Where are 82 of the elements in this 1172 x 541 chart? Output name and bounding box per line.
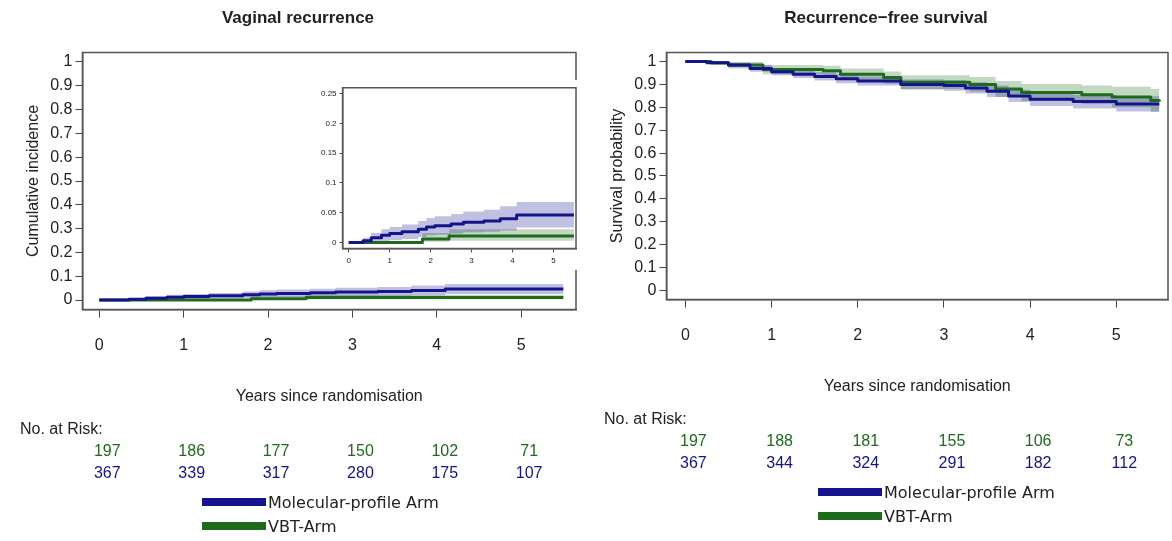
text: 324: [852, 454, 880, 472]
text: 175: [431, 464, 459, 482]
y-tick-label: 0.9: [634, 74, 657, 92]
y-tick-label: 0.8: [50, 99, 73, 117]
legend-label: VBT-Arm: [268, 516, 337, 536]
text: 182: [1024, 454, 1052, 472]
y-tick-label: 0.9: [50, 76, 73, 94]
text: 344: [766, 454, 794, 472]
x-tick-label: 3: [469, 256, 475, 266]
y-tick-label: 1: [647, 51, 657, 69]
text: 367: [680, 454, 707, 472]
x-tick-label: 2: [428, 256, 434, 266]
x-axis-title: Years since randomisation: [235, 386, 423, 404]
text: 317: [262, 464, 290, 482]
y-tick-label: 0.7: [50, 123, 73, 141]
y-tick-label: 1: [63, 52, 73, 70]
y-tick-label: 0.6: [50, 147, 73, 165]
y-tick-label: 0.2: [325, 118, 338, 128]
x-tick-label: 3: [347, 335, 357, 353]
y-tick-label: 0.1: [50, 266, 73, 284]
text: 155: [938, 432, 966, 450]
y-tick-label: 0.3: [634, 212, 657, 230]
x-tick-label: 0: [680, 325, 690, 343]
y-tick-label: 0.2: [50, 242, 73, 260]
y-tick-label: 0: [63, 290, 73, 308]
text: 181: [852, 432, 880, 450]
y-tick-label: 0.15: [320, 148, 338, 158]
y-tick-label: 0.4: [50, 195, 73, 213]
y-tick-label: 0.3: [50, 219, 73, 237]
y-tick-label: 0.2: [634, 235, 657, 253]
y-tick-label: 0: [647, 280, 657, 298]
text: 291: [938, 454, 966, 472]
y-tick-label: 0.8: [634, 97, 657, 115]
text: No. at Risk:: [20, 420, 103, 438]
x-tick-label: 2: [263, 335, 273, 353]
x-tick-label: 1: [387, 256, 393, 266]
y-tick-label: 0.7: [634, 120, 657, 138]
text: 150: [347, 442, 374, 460]
x-tick-label: 4: [432, 335, 442, 353]
text: 188: [766, 432, 794, 450]
x-tick-label: 5: [1111, 325, 1121, 343]
y-tick-label: 0.05: [320, 207, 338, 217]
y-tick-label: 0.5: [634, 166, 657, 184]
text: 102: [431, 442, 459, 460]
y-axis-title: Survival probability: [608, 108, 626, 244]
legend-label: Molecular-profile Arm: [884, 482, 1055, 502]
y-tick-label: 0.1: [634, 257, 657, 275]
text: 339: [178, 464, 206, 482]
x-tick-label: 0: [94, 335, 104, 353]
y-tick-label: 0.6: [634, 143, 657, 161]
x-tick-label: 3: [939, 325, 949, 343]
legend-label: Molecular-profile Arm: [268, 492, 439, 512]
text: 107: [515, 464, 543, 482]
text: 106: [1024, 432, 1052, 450]
x-axis-title: Years since randomisation: [823, 376, 1011, 394]
text: 73: [1115, 432, 1134, 450]
x-tick-label: 1: [767, 325, 777, 343]
text: 280: [347, 464, 374, 482]
x-tick-label: 4: [510, 256, 516, 266]
x-tick-label: 5: [516, 335, 526, 353]
x-tick-label: 5: [551, 256, 557, 266]
y-tick-label: 0.1: [325, 178, 338, 188]
chart-title: Recurrence−free survival: [784, 7, 988, 27]
y-axis-title: Cumulative incidence: [24, 104, 42, 258]
chart-title: Vaginal recurrence: [221, 7, 375, 27]
x-tick-label: 4: [1025, 325, 1035, 343]
text: 177: [262, 442, 290, 460]
text: No. at Risk:: [604, 410, 687, 428]
y-tick-label: 0.25: [320, 88, 338, 98]
legend-label: VBT-Arm: [884, 506, 953, 526]
y-tick-label: 0.5: [50, 171, 73, 189]
text: 71: [520, 442, 539, 460]
x-tick-label: 1: [179, 335, 189, 353]
text: 186: [178, 442, 206, 460]
text: 367: [93, 464, 121, 482]
y-tick-label: 0: [332, 237, 338, 247]
x-tick-label: 0: [346, 256, 352, 266]
text: 112: [1111, 454, 1138, 472]
text: 197: [93, 442, 121, 460]
text: 197: [680, 432, 707, 450]
y-tick-label: 0.4: [634, 189, 657, 207]
x-tick-label: 2: [853, 325, 863, 343]
